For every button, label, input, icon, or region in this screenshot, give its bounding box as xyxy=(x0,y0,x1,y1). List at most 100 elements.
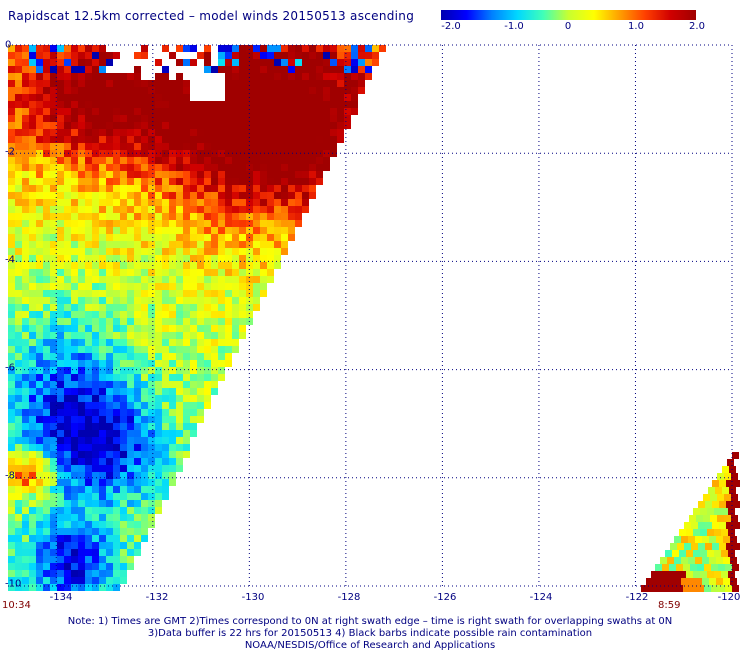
wind-diff-cell xyxy=(127,493,134,500)
wind-diff-cell xyxy=(225,360,232,367)
wind-diff-cell xyxy=(57,493,64,500)
wind-diff-cell xyxy=(134,465,141,472)
wind-diff-cell xyxy=(127,129,134,136)
wind-diff-cell xyxy=(676,585,683,592)
wind-diff-cell xyxy=(57,528,64,535)
wind-diff-cell xyxy=(141,346,148,353)
wind-diff-cell xyxy=(702,578,709,585)
wind-diff-cell xyxy=(183,283,190,290)
wind-diff-cell xyxy=(106,80,113,87)
wind-diff-cell xyxy=(232,129,239,136)
wind-diff-cell xyxy=(267,115,274,122)
wind-diff-cell xyxy=(15,206,22,213)
wind-diff-cell xyxy=(372,45,379,52)
wind-diff-cell xyxy=(85,66,92,73)
wind-diff-cell xyxy=(36,360,43,367)
wind-diff-cell xyxy=(57,346,64,353)
wind-diff-cell xyxy=(162,409,169,416)
wind-diff-cell xyxy=(64,514,71,521)
wind-diff-cell xyxy=(50,472,57,479)
wind-diff-cell xyxy=(8,213,15,220)
wind-diff-cell xyxy=(127,486,134,493)
wind-diff-cell xyxy=(92,332,99,339)
wind-diff-cell xyxy=(85,143,92,150)
wind-diff-cell xyxy=(99,507,106,514)
wind-diff-cell xyxy=(36,206,43,213)
wind-diff-cell xyxy=(351,73,358,80)
wind-diff-cell xyxy=(92,325,99,332)
wind-diff-cell xyxy=(78,199,85,206)
wind-diff-cell xyxy=(43,521,50,528)
wind-diff-cell xyxy=(232,339,239,346)
wind-diff-cell xyxy=(148,360,155,367)
wind-diff-cell xyxy=(43,430,50,437)
wind-diff-cell xyxy=(15,66,22,73)
wind-diff-cell xyxy=(43,297,50,304)
wind-diff-cell xyxy=(351,45,358,52)
wind-diff-cell xyxy=(78,339,85,346)
wind-diff-cell xyxy=(225,213,232,220)
wind-diff-cell xyxy=(274,150,281,157)
wind-diff-cell xyxy=(169,206,176,213)
wind-diff-cell xyxy=(141,395,148,402)
wind-diff-cell xyxy=(36,185,43,192)
wind-diff-cell xyxy=(36,108,43,115)
wind-diff-cell xyxy=(183,346,190,353)
wind-diff-cell xyxy=(92,108,99,115)
wind-diff-cell xyxy=(239,136,246,143)
wind-diff-cell xyxy=(204,108,211,115)
wind-diff-cell xyxy=(351,80,358,87)
wind-diff-cell xyxy=(36,465,43,472)
wind-diff-cell xyxy=(120,248,127,255)
wind-diff-cell xyxy=(176,409,183,416)
wind-diff-cell xyxy=(57,563,64,570)
wind-diff-cell xyxy=(99,381,106,388)
wind-diff-cell xyxy=(330,87,337,94)
wind-diff-cell xyxy=(113,185,120,192)
wind-diff-cell xyxy=(211,206,218,213)
wind-diff-cell xyxy=(681,578,688,585)
wind-diff-cell xyxy=(211,150,218,157)
wind-diff-cell xyxy=(15,430,22,437)
wind-diff-cell xyxy=(29,80,36,87)
wind-diff-cell xyxy=(22,577,29,584)
wind-diff-cell xyxy=(92,367,99,374)
wind-diff-cell xyxy=(127,185,134,192)
wind-diff-cell xyxy=(22,45,29,52)
wind-diff-cell xyxy=(57,465,64,472)
wind-diff-cell xyxy=(162,395,169,402)
wind-diff-cell xyxy=(43,528,50,535)
wind-diff-cell xyxy=(50,318,57,325)
wind-diff-cell xyxy=(169,332,176,339)
wind-diff-cell xyxy=(8,423,15,430)
wind-diff-cell xyxy=(71,374,78,381)
chart-title: Rapidscat 12.5km corrected – model winds… xyxy=(8,9,415,23)
wind-diff-cell xyxy=(50,108,57,115)
wind-diff-cell xyxy=(127,157,134,164)
wind-diff-cell xyxy=(113,430,120,437)
wind-diff-cell xyxy=(323,115,330,122)
wind-diff-cell xyxy=(148,395,155,402)
wind-diff-cell xyxy=(78,514,85,521)
wind-diff-cell xyxy=(655,585,662,592)
wind-diff-cell xyxy=(64,227,71,234)
wind-diff-cell xyxy=(204,353,211,360)
wind-diff-cell xyxy=(15,528,22,535)
wind-diff-cell xyxy=(113,73,120,80)
wind-diff-cell xyxy=(71,514,78,521)
wind-diff-cell xyxy=(232,304,239,311)
wind-diff-cell xyxy=(162,213,169,220)
wind-diff-cell xyxy=(92,185,99,192)
wind-diff-cell xyxy=(190,136,197,143)
wind-diff-cell xyxy=(148,283,155,290)
wind-diff-cell xyxy=(92,563,99,570)
wind-diff-cell xyxy=(719,522,726,529)
wind-diff-cell xyxy=(260,241,267,248)
wind-diff-cell xyxy=(29,297,36,304)
wind-diff-cell xyxy=(183,87,190,94)
wind-diff-cell xyxy=(113,549,120,556)
wind-diff-cell xyxy=(225,269,232,276)
wind-diff-cell xyxy=(8,269,15,276)
wind-diff-cell xyxy=(281,199,288,206)
wind-diff-cell xyxy=(183,367,190,374)
